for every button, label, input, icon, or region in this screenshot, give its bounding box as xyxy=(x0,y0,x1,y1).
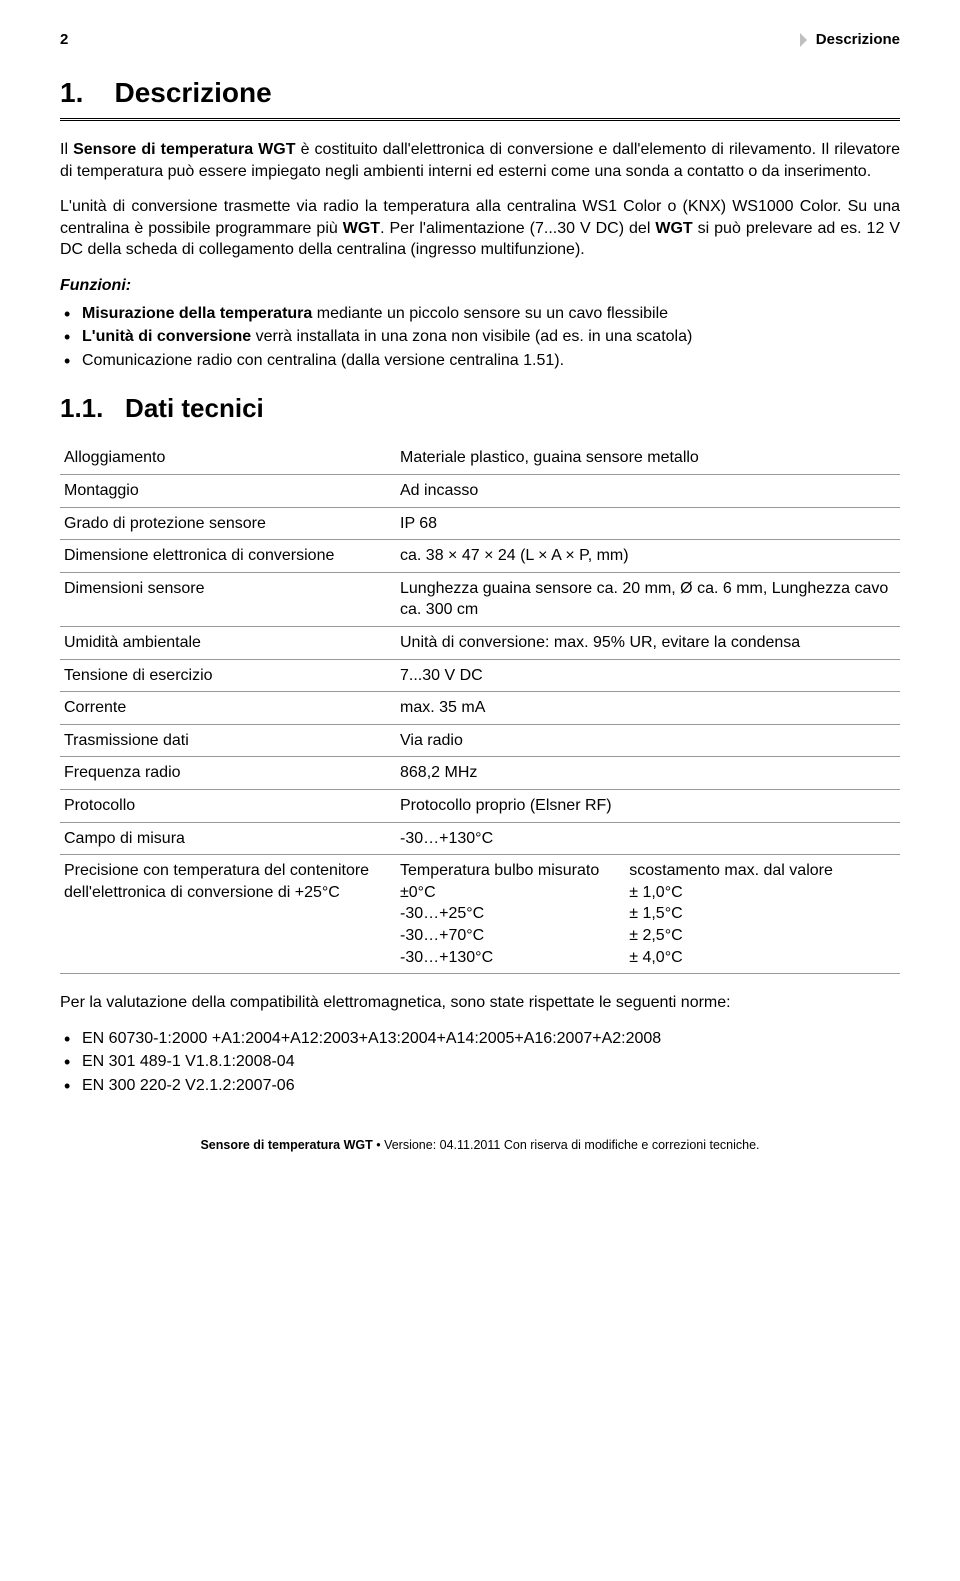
list-item: Comunicazione radio con centralina (dall… xyxy=(60,350,900,372)
after-table-paragraph: Per la valutazione della compatibilità e… xyxy=(60,992,900,1014)
spec-value: Lunghezza guaina sensore ca. 20 mm, Ø ca… xyxy=(396,572,900,626)
list-item: Misurazione della temperatura mediante u… xyxy=(60,303,900,325)
list-item: EN 60730-1:2000 +A1:2004+A12:2003+A13:20… xyxy=(60,1028,900,1050)
spec-value: ca. 38 × 47 × 24 (L × A × P, mm) xyxy=(396,540,900,573)
spec-value: Ad incasso xyxy=(396,475,900,508)
list-item: L'unità di conversione verrà installata … xyxy=(60,326,900,348)
table-row: Campo di misura-30…+130°C xyxy=(60,822,900,855)
table-row: Frequenza radio868,2 MHz xyxy=(60,757,900,790)
spec-table: AlloggiamentoMateriale plastico, guaina … xyxy=(60,442,900,974)
spec-label: Corrente xyxy=(60,692,396,725)
spec-value: Protocollo proprio (Elsner RF) xyxy=(396,790,900,823)
spec-label: Montaggio xyxy=(60,475,396,508)
spec-label: Alloggiamento xyxy=(60,442,396,474)
section-number: 1. xyxy=(60,77,83,108)
subsection-number: 1.1. xyxy=(60,393,103,423)
spec-label: Dimensione elettronica di conversione xyxy=(60,540,396,573)
table-row: Correntemax. 35 mA xyxy=(60,692,900,725)
table-row: Dimensioni sensoreLunghezza guaina senso… xyxy=(60,572,900,626)
spec-label: Campo di misura xyxy=(60,822,396,855)
table-row: Tensione di esercizio7...30 V DC xyxy=(60,659,900,692)
subsection-title: 1.1. Dati tecnici xyxy=(60,391,900,426)
spec-value: Unità di conversione: max. 95% UR, evita… xyxy=(396,627,900,660)
footer-note: Con riserva di modifiche e correzioni te… xyxy=(500,1138,759,1152)
footer-product: Sensore di temperatura WGT xyxy=(200,1138,372,1152)
norms-list: EN 60730-1:2000 +A1:2004+A12:2003+A13:20… xyxy=(60,1028,900,1097)
spec-value: Temperatura bulbo misurato±0°C-30…+25°C-… xyxy=(396,855,900,974)
section-rule xyxy=(60,118,900,121)
table-row: Umidità ambientaleUnità di conversione: … xyxy=(60,627,900,660)
spec-label: Grado di protezione sensore xyxy=(60,507,396,540)
spec-value: Materiale plastico, guaina sensore metal… xyxy=(396,442,900,474)
spec-value: IP 68 xyxy=(396,507,900,540)
table-row: AlloggiamentoMateriale plastico, guaina … xyxy=(60,442,900,474)
table-row: ProtocolloProtocollo proprio (Elsner RF) xyxy=(60,790,900,823)
spec-value: 7...30 V DC xyxy=(396,659,900,692)
table-row: MontaggioAd incasso xyxy=(60,475,900,508)
product-name-bold: Sensore di temperatura WGT xyxy=(73,141,295,158)
page-header: 2 Descrizione xyxy=(60,30,900,50)
spec-label: Umidità ambientale xyxy=(60,627,396,660)
paragraph-1: Il Sensore di temperatura WGT è costitui… xyxy=(60,139,900,182)
spec-value: -30…+130°C xyxy=(396,822,900,855)
spec-value: Via radio xyxy=(396,724,900,757)
spec-value: max. 35 mA xyxy=(396,692,900,725)
page-footer: Sensore di temperatura WGT • Versione: 0… xyxy=(60,1137,900,1154)
spec-label: Trasmissione dati xyxy=(60,724,396,757)
subsection-title-text: Dati tecnici xyxy=(125,393,264,423)
section-title: 1. Descrizione xyxy=(60,74,900,112)
footer-version: 04.11.2011 xyxy=(440,1138,501,1152)
spec-label: Tensione di esercizio xyxy=(60,659,396,692)
spec-label: Precisione con temperatura del contenito… xyxy=(60,855,396,974)
table-row: Dimensione elettronica di conversioneca.… xyxy=(60,540,900,573)
functions-label: Funzioni: xyxy=(60,275,900,297)
list-item: EN 300 220-2 V2.1.2:2007-06 xyxy=(60,1075,900,1097)
spec-label: Protocollo xyxy=(60,790,396,823)
section-title-text: Descrizione xyxy=(114,77,271,108)
table-row: Precisione con temperatura del contenito… xyxy=(60,855,900,974)
paragraph-2: L'unità di conversione trasmette via rad… xyxy=(60,196,900,261)
spec-value: 868,2 MHz xyxy=(396,757,900,790)
table-row: Grado di protezione sensoreIP 68 xyxy=(60,507,900,540)
spec-label: Frequenza radio xyxy=(60,757,396,790)
spec-label: Dimensioni sensore xyxy=(60,572,396,626)
footer-version-label: Versione: xyxy=(384,1138,440,1152)
table-row: Trasmissione datiVia radio xyxy=(60,724,900,757)
header-section-name: Descrizione xyxy=(816,30,900,50)
chevron-right-icon xyxy=(800,33,810,47)
list-item: EN 301 489-1 V1.8.1:2008-04 xyxy=(60,1051,900,1073)
functions-list: Misurazione della temperatura mediante u… xyxy=(60,303,900,372)
page-number: 2 xyxy=(60,30,68,50)
